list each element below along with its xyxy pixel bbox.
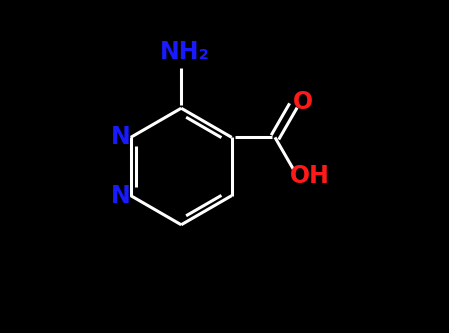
Text: O: O <box>293 90 313 114</box>
Text: OH: OH <box>290 164 330 188</box>
Text: NH₂: NH₂ <box>159 40 210 64</box>
Text: N: N <box>111 183 131 208</box>
Text: N: N <box>111 125 131 150</box>
